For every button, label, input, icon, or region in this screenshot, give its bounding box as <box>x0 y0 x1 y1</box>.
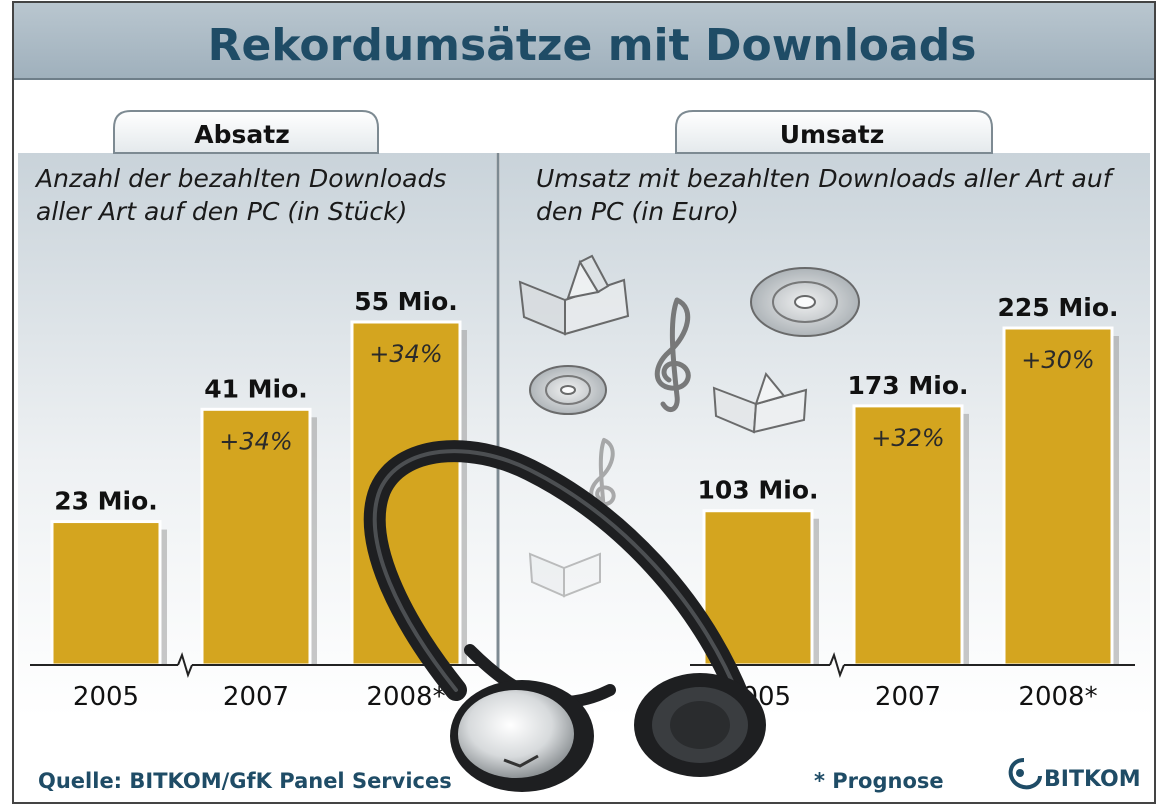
tab-absatz-label: Absatz <box>194 120 290 149</box>
axis-break-umsatz <box>829 651 845 679</box>
category-label-2008-umsatz: 2008* <box>1018 682 1097 712</box>
axis-break-absatz <box>177 651 193 679</box>
bar-absatz-2005 <box>50 520 162 667</box>
treble-clef-icon <box>654 297 691 412</box>
panel-umsatz-description-line-2: den PC (in Euro) <box>536 197 739 226</box>
value-label-absatz-2005: 23 Mio. <box>54 487 158 516</box>
cd-icon-small <box>529 365 607 415</box>
book-icon-faded <box>528 552 601 598</box>
category-labels-absatz: 2005 2007 2008* <box>73 682 446 712</box>
value-label-umsatz-2007: 173 Mio. <box>847 371 968 400</box>
forecast-footnote: * Prognose <box>814 769 944 793</box>
growth-label-absatz-2008: +34% <box>369 340 442 368</box>
panel-absatz-description-line-2: aller Art auf den PC (in Stück) <box>36 197 407 226</box>
panel-umsatz-description-line-1: Umsatz mit bezahlten Downloads aller Art… <box>536 164 1115 193</box>
category-label-2007-umsatz: 2007 <box>875 682 941 712</box>
book-icon-open <box>712 371 808 434</box>
chart-title: Rekordumsätze mit Downloads <box>208 20 977 71</box>
growth-label-umsatz-2008: +30% <box>1021 346 1094 374</box>
bitkom-logo-icon: BITKOM <box>1008 758 1141 792</box>
value-label-absatz-2008: 55 Mio. <box>354 287 458 316</box>
cd-icon <box>750 267 860 337</box>
bitkom-logo-text: BITKOM <box>1044 767 1141 792</box>
source-note: Quelle: BITKOM/GfK Panel Services <box>38 769 452 793</box>
growth-label-umsatz-2007: +32% <box>871 424 944 452</box>
tab-umsatz-label: Umsatz <box>780 120 885 149</box>
headphones-icon <box>363 440 766 792</box>
value-label-absatz-2007: 41 Mio. <box>204 374 308 403</box>
book-icon <box>518 254 630 336</box>
bars-layer: 23 Mio. 41 Mio. +34% 55 Mio. +34% 103 Mio. 173… <box>50 287 1119 667</box>
bar-absatz-2007 <box>200 407 312 667</box>
value-label-umsatz-2005: 103 Mio. <box>697 476 818 505</box>
decorative-icons <box>518 254 860 598</box>
bar-umsatz-2008 <box>1002 326 1114 667</box>
tab-umsatz <box>675 110 993 154</box>
growth-label-absatz-2007: +34% <box>219 427 292 455</box>
category-label-2007-absatz: 2007 <box>223 682 289 712</box>
panel-absatz-description-line-1: Anzahl der bezahlten Downloads <box>34 164 446 193</box>
title-band <box>14 3 1154 79</box>
category-label-2005-absatz: 2005 <box>73 682 139 712</box>
tab-absatz <box>113 110 379 154</box>
category-labels-umsatz: 2005 2007 2008* <box>725 682 1098 712</box>
category-label-2008-absatz: 2008* <box>366 682 445 712</box>
value-label-umsatz-2008: 225 Mio. <box>997 293 1118 322</box>
